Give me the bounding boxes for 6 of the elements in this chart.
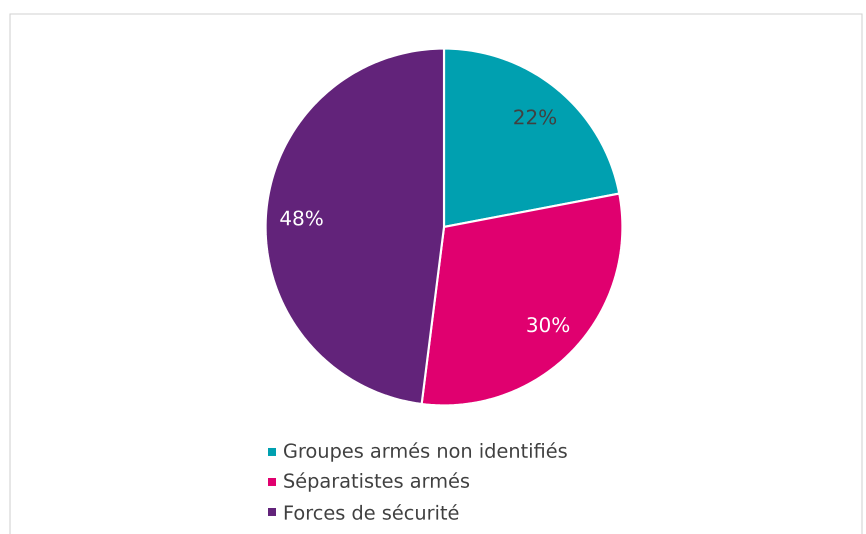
data-label: 30% [527,317,570,332]
legend-label: Forces de sécurité [284,504,458,520]
legend-label: Séparatistes armés [284,472,470,492]
legend-label: Groupes armés non identifiés [284,442,567,462]
data-label: 48% [280,210,323,226]
data-label: 22% [514,109,556,125]
